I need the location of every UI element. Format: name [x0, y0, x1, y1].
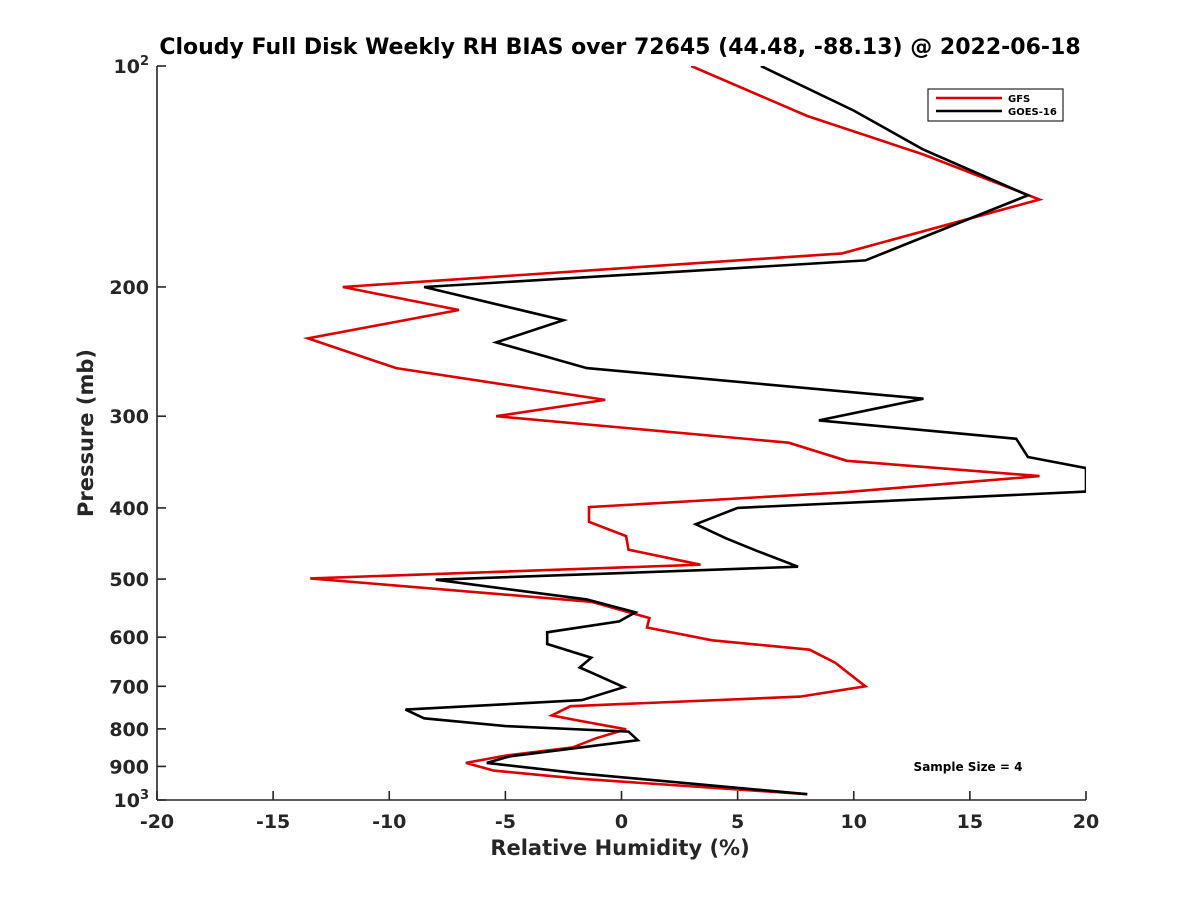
y-tick-label: 300 [109, 406, 149, 428]
plot-background [157, 66, 1086, 800]
series-layer [302, 66, 1086, 796]
x-tick-label: 20 [1073, 811, 1099, 833]
series-line-2 [404, 66, 1086, 796]
y-tick-label: 102 [114, 54, 150, 78]
sample-size-annotation: Sample Size = 4 [914, 760, 1023, 774]
y-tick-label: 800 [109, 719, 149, 741]
y-axis-label: Pressure (mb) [74, 349, 98, 517]
x-tick-label: 5 [731, 811, 744, 833]
legend: GFS GOES-16 [927, 88, 1064, 122]
y-tick-label: 700 [109, 676, 149, 698]
chart-title: Cloudy Full Disk Weekly RH BIAS over 726… [159, 35, 1080, 60]
legend-label-2: GOES-16 [1008, 107, 1057, 118]
x-tick-label: -15 [256, 811, 290, 833]
legend-label-1: GFS [1008, 94, 1030, 105]
x-tick-label: 15 [957, 811, 983, 833]
y-tick-label: 900 [109, 756, 149, 778]
y-tick-label: 103 [114, 788, 150, 812]
x-tick-label: -20 [140, 811, 174, 833]
x-tick-label: 10 [841, 811, 867, 833]
plot-area [157, 66, 1086, 800]
y-tick-label: 400 [109, 498, 149, 520]
y-tick-label: 200 [109, 277, 149, 299]
series-line-1 [302, 66, 1044, 796]
axes: -20 -15 -10 -5 0 5 10 15 20 102 200 300 400 500 600 700… [109, 54, 1099, 833]
x-tick-label: 0 [615, 811, 628, 833]
x-tick-label: -10 [372, 811, 406, 833]
y-tick-label: 500 [109, 569, 149, 591]
legend-box [927, 88, 1064, 122]
x-tick-label: -5 [495, 811, 516, 833]
x-axis-label: Relative Humidity (%) [490, 836, 749, 860]
y-tick-label: 600 [109, 627, 149, 649]
